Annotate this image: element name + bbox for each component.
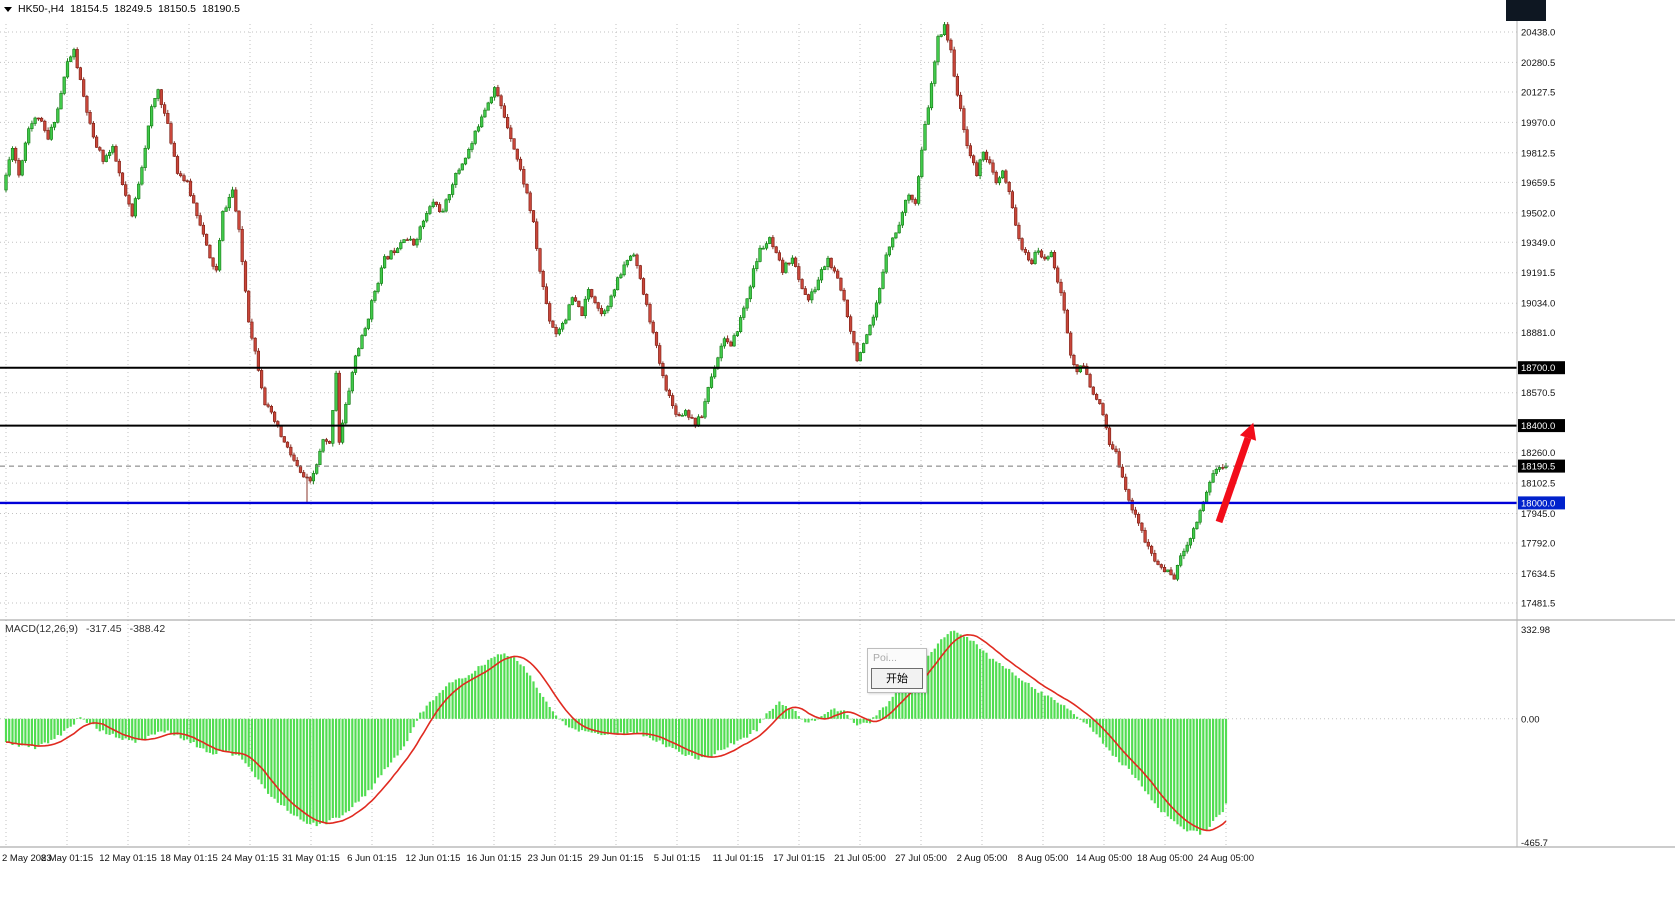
symbol-dropdown-icon[interactable] [4, 3, 12, 15]
time-axis-label: 8 May 01:15 [41, 853, 93, 864]
time-axis-label: 29 Jun 01:15 [589, 853, 644, 864]
ohlc-low: 18150.5 [158, 3, 197, 15]
time-axis-label: 18 May 01:15 [160, 853, 218, 864]
price-tick-label: 17634.5 [1521, 569, 1555, 580]
price-tick-label: 17792.0 [1521, 539, 1555, 550]
time-axis[interactable] [0, 848, 1517, 868]
time-axis-label: 11 Jul 01:15 [712, 853, 763, 864]
time-axis-labels: 2 May 20238 May 01:15 12 May 01:1518 May … [2, 853, 1254, 864]
price-tick-label: 19349.0 [1521, 238, 1555, 249]
time-axis-label: 17 Jul 01:15 [773, 853, 825, 864]
price-tick-label: 19191.5 [1521, 268, 1555, 279]
time-axis-label: 16 Jun 01:15 [467, 853, 522, 864]
time-axis-label: 12 May 01:15 [99, 853, 157, 864]
macd-histogram [4, 630, 1228, 835]
price-tick-label: 19034.0 [1521, 299, 1555, 310]
macd-signal-line [5, 633, 1227, 832]
macd-name: MACD(12,26,9) [5, 623, 78, 635]
price-tick-label: 20438.0 [1521, 28, 1555, 39]
macd-signal-value: -388.42 [129, 623, 166, 635]
price-axis[interactable] [1518, 0, 1675, 847]
ohlc-open: 18154.5 [70, 3, 109, 15]
time-axis-label: 23 Jun 01:15 [528, 853, 583, 864]
price-tick-label: 18881.0 [1521, 328, 1555, 339]
svg-text:18400.0: 18400.0 [1521, 421, 1555, 432]
time-axis-label: 24 May 01:15 [221, 853, 279, 864]
time-axis-label: 14 Aug 05:00 [1076, 853, 1132, 864]
price-tick-label: 17481.5 [1521, 599, 1555, 610]
price-tick-label: 20127.5 [1521, 88, 1555, 99]
candles [4, 22, 1228, 582]
time-axis-label: 27 Jul 05:00 [895, 853, 947, 864]
macd-axis-max: 332.98 [1521, 625, 1550, 636]
ohlc-close: 18190.5 [202, 3, 240, 15]
symbol-period-label: HK50-,H4 [18, 3, 65, 15]
time-axis-label: 18 Aug 05:00 [1137, 853, 1193, 864]
time-axis-label: 12 Jun 01:15 [406, 853, 461, 864]
time-axis-label: 31 May 01:15 [282, 853, 340, 864]
svg-text:18700.0: 18700.0 [1521, 363, 1555, 374]
price-badge-18000.0: 18000.0 [1518, 496, 1565, 510]
time-axis-label: 2 Aug 05:00 [957, 853, 1008, 864]
start-button[interactable]: 开始 [871, 668, 923, 689]
price-tick-label: 17945.0 [1521, 509, 1555, 520]
macd-indicator-label: MACD(12,26,9) -317.45 -388.42 [5, 623, 165, 635]
time-axis-label: 2 May 2023 [2, 853, 52, 864]
svg-text:18190.5: 18190.5 [1521, 462, 1555, 473]
price-badge-18700.0: 18700.0 [1518, 361, 1565, 375]
price-tick-label: 19970.0 [1521, 118, 1555, 129]
price-tick-label: 18260.0 [1521, 448, 1555, 459]
time-axis-label: 21 Jul 05:00 [834, 853, 886, 864]
macd-main-value: -317.45 [85, 623, 122, 635]
time-axis-label: 6 Jun 01:15 [347, 853, 397, 864]
price-tick-label: 19659.5 [1521, 178, 1555, 189]
price-tick-label: 20280.5 [1521, 58, 1555, 69]
grid [0, 24, 1517, 845]
macd-axis-zero: 0.00 [1521, 714, 1540, 725]
price-tick-label: 18570.5 [1521, 388, 1555, 399]
price-tick-label: 19812.5 [1521, 148, 1555, 159]
macd-axis-min: -465.7 [1521, 838, 1548, 849]
level-lines[interactable] [0, 366, 1517, 505]
time-axis-label: 24 Aug 05:00 [1198, 853, 1254, 864]
ohlc-high: 18249.5 [114, 3, 153, 15]
price-badge-18400.0: 18400.0 [1518, 419, 1565, 433]
time-axis-label: 8 Aug 05:00 [1018, 853, 1069, 864]
time-axis-label: 5 Jul 01:15 [654, 853, 700, 864]
price-badge-18190.5: 18190.5 [1518, 459, 1565, 473]
foreign-window-fragment [1506, 0, 1546, 21]
price-tick-label: 18102.5 [1521, 479, 1555, 490]
popup-item-truncated[interactable]: Poi... [873, 652, 897, 664]
svg-text:18000.0: 18000.0 [1521, 498, 1555, 509]
price-axis-ticks: 20438.0 20280.5 20127.5 19970.0 19812.5 19659… [1521, 28, 1555, 610]
mini-popup: Poi... 开始 [867, 648, 927, 693]
symbol-info-bar: HK50-,H4 18154.5 18249.5 18150.5 18190.5 [4, 3, 240, 15]
trend-arrow[interactable] [1215, 422, 1257, 524]
price-tick-label: 19502.0 [1521, 208, 1555, 219]
